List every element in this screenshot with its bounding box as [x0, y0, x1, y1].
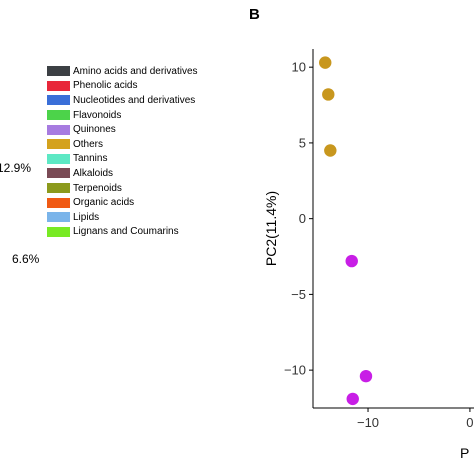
legend-swatch: [47, 226, 70, 237]
legend-item: Amino acids and derivatives: [47, 64, 198, 79]
percent-label-12-9: 12.9%: [0, 161, 32, 175]
y-tick-label: −10: [284, 363, 306, 378]
y-tick-label: −5: [291, 287, 306, 302]
legend-label: Terpenoids: [73, 182, 122, 194]
legend-label: Amino acids and derivatives: [73, 65, 198, 77]
legend-item: Nucleotides and derivatives: [47, 93, 198, 108]
legend-item: Lignans and Coumarins: [47, 225, 198, 240]
legend-swatch: [47, 95, 70, 106]
legend-label: Lignans and Coumarins: [73, 226, 179, 238]
legend-item: Alkaloids: [47, 166, 198, 181]
data-point: [322, 88, 335, 101]
legend-swatch: [47, 197, 70, 208]
legend-label: Phenolic acids: [73, 80, 138, 92]
legend-item: Flavonoids: [47, 108, 198, 123]
legend-label: Tannins: [73, 153, 108, 165]
legend-label: Quinones: [73, 124, 116, 136]
x-tick-label: −10: [357, 415, 379, 430]
data-point: [359, 369, 373, 383]
legend-item: Terpenoids: [47, 181, 198, 196]
legend: Amino acids and derivatives Phenolic acid…: [47, 64, 198, 239]
y-tick-label: 10: [292, 60, 306, 75]
legend-item: Tannins: [47, 152, 198, 167]
legend-swatch: [47, 139, 70, 150]
legend-item: Organic acids: [47, 195, 198, 210]
data-point: [346, 392, 359, 406]
legend-swatch: [47, 80, 70, 91]
data-point: [319, 56, 332, 69]
panel-label-b: B: [249, 6, 260, 23]
y-tick-label: 5: [299, 135, 306, 150]
legend-swatch: [47, 183, 70, 194]
legend-item: Lipids: [47, 210, 198, 225]
legend-swatch: [47, 153, 70, 164]
legend-label: Alkaloids: [73, 167, 114, 179]
legend-item: Quinones: [47, 122, 198, 137]
legend-item: Phenolic acids: [47, 79, 198, 94]
legend-swatch: [47, 168, 70, 179]
legend-label: Flavonoids: [73, 109, 122, 121]
y-axis-label: PC2(11.4%): [263, 191, 279, 266]
legend-swatch: [47, 124, 70, 135]
legend-item: Others: [47, 137, 198, 152]
y-tick-label: 0: [299, 211, 306, 226]
legend-label: Lipids: [73, 211, 100, 223]
data-point: [324, 144, 337, 157]
legend-label: Organic acids: [73, 197, 135, 209]
legend-label: Others: [73, 138, 104, 150]
legend-swatch: [47, 212, 70, 223]
legend-swatch: [47, 66, 70, 77]
data-point: [345, 254, 358, 268]
x-axis-label: P: [460, 445, 469, 461]
legend-swatch: [47, 110, 70, 121]
legend-label: Nucleotides and derivatives: [73, 94, 196, 106]
x-tick-label: 0: [466, 415, 473, 430]
percent-label-6-6: 6.6%: [12, 252, 40, 266]
